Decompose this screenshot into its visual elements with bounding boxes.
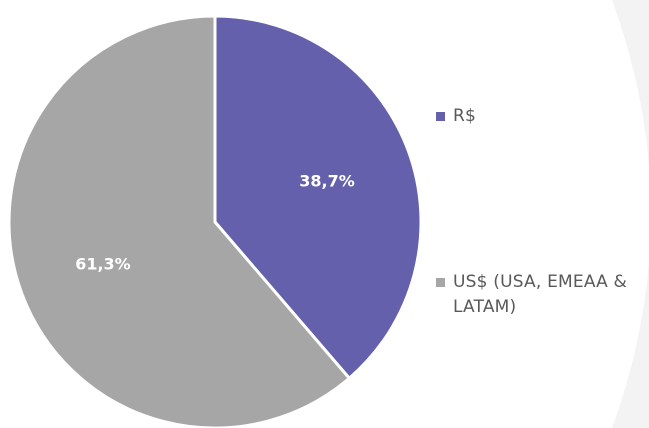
legend-swatch-brl: [436, 112, 445, 121]
legend-swatch-usd: [436, 278, 445, 287]
pie-slice-brl: [213, 14, 423, 380]
pie-slice-usd: [7, 14, 351, 428]
data-label-usd: 61,3%: [75, 255, 131, 274]
background-curve: [612, 0, 649, 428]
legend-label-brl: R$: [453, 106, 477, 126]
legend-item-brl: R$: [436, 104, 649, 129]
chart-legend: R$ US$ (USA, EMEAA & LATAM): [436, 0, 649, 428]
legend-label-usd: US$ (USA, EMEAA & LATAM): [453, 272, 628, 317]
data-label-brl: 38,7%: [299, 171, 355, 190]
legend-item-usd: US$ (USA, EMEAA & LATAM): [436, 270, 649, 320]
